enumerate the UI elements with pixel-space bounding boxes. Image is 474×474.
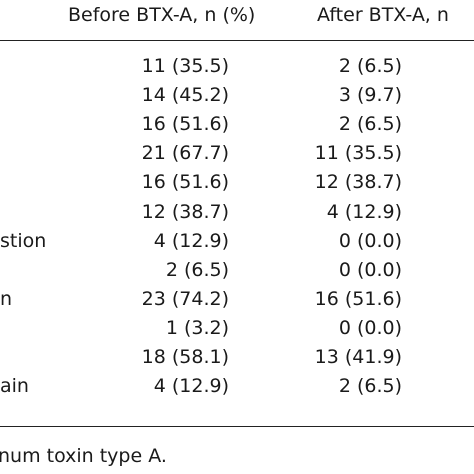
after-value: 2 (6.5) bbox=[338, 375, 402, 397]
before-value: 21 (67.7) bbox=[141, 142, 229, 164]
bottom-rule bbox=[0, 426, 474, 427]
column-header-before: Before BTX-A, n (%) bbox=[68, 4, 256, 26]
before-value: 1 (3.2) bbox=[165, 317, 229, 339]
after-value: 12 (38.7) bbox=[314, 171, 402, 193]
before-value: 2 (6.5) bbox=[165, 259, 229, 281]
after-value: 0 (0.0) bbox=[338, 230, 402, 252]
header-rule bbox=[0, 40, 474, 41]
row-label: stion bbox=[0, 230, 47, 252]
after-value: 2 (6.5) bbox=[338, 113, 402, 135]
table-footnote: num toxin type A. bbox=[0, 445, 167, 467]
after-value: 16 (51.6) bbox=[314, 288, 402, 310]
before-value: 4 (12.9) bbox=[153, 375, 229, 397]
column-header-after: After BTX-A, n bbox=[317, 4, 449, 26]
after-value: 3 (9.7) bbox=[338, 84, 402, 106]
before-value: 16 (51.6) bbox=[141, 171, 229, 193]
before-value: 23 (74.2) bbox=[141, 288, 229, 310]
before-value: 11 (35.5) bbox=[141, 55, 229, 77]
before-value: 16 (51.6) bbox=[141, 113, 229, 135]
row-label: ain bbox=[0, 375, 29, 397]
after-value: 0 (0.0) bbox=[338, 317, 402, 339]
before-value: 4 (12.9) bbox=[153, 230, 229, 252]
after-value: 0 (0.0) bbox=[338, 259, 402, 281]
before-value: 12 (38.7) bbox=[141, 201, 229, 223]
after-value: 13 (41.9) bbox=[314, 346, 402, 368]
after-value: 4 (12.9) bbox=[326, 201, 402, 223]
after-value: 2 (6.5) bbox=[338, 55, 402, 77]
after-value: 11 (35.5) bbox=[314, 142, 402, 164]
row-label: n bbox=[0, 288, 13, 310]
before-value: 18 (58.1) bbox=[141, 346, 229, 368]
before-value: 14 (45.2) bbox=[141, 84, 229, 106]
